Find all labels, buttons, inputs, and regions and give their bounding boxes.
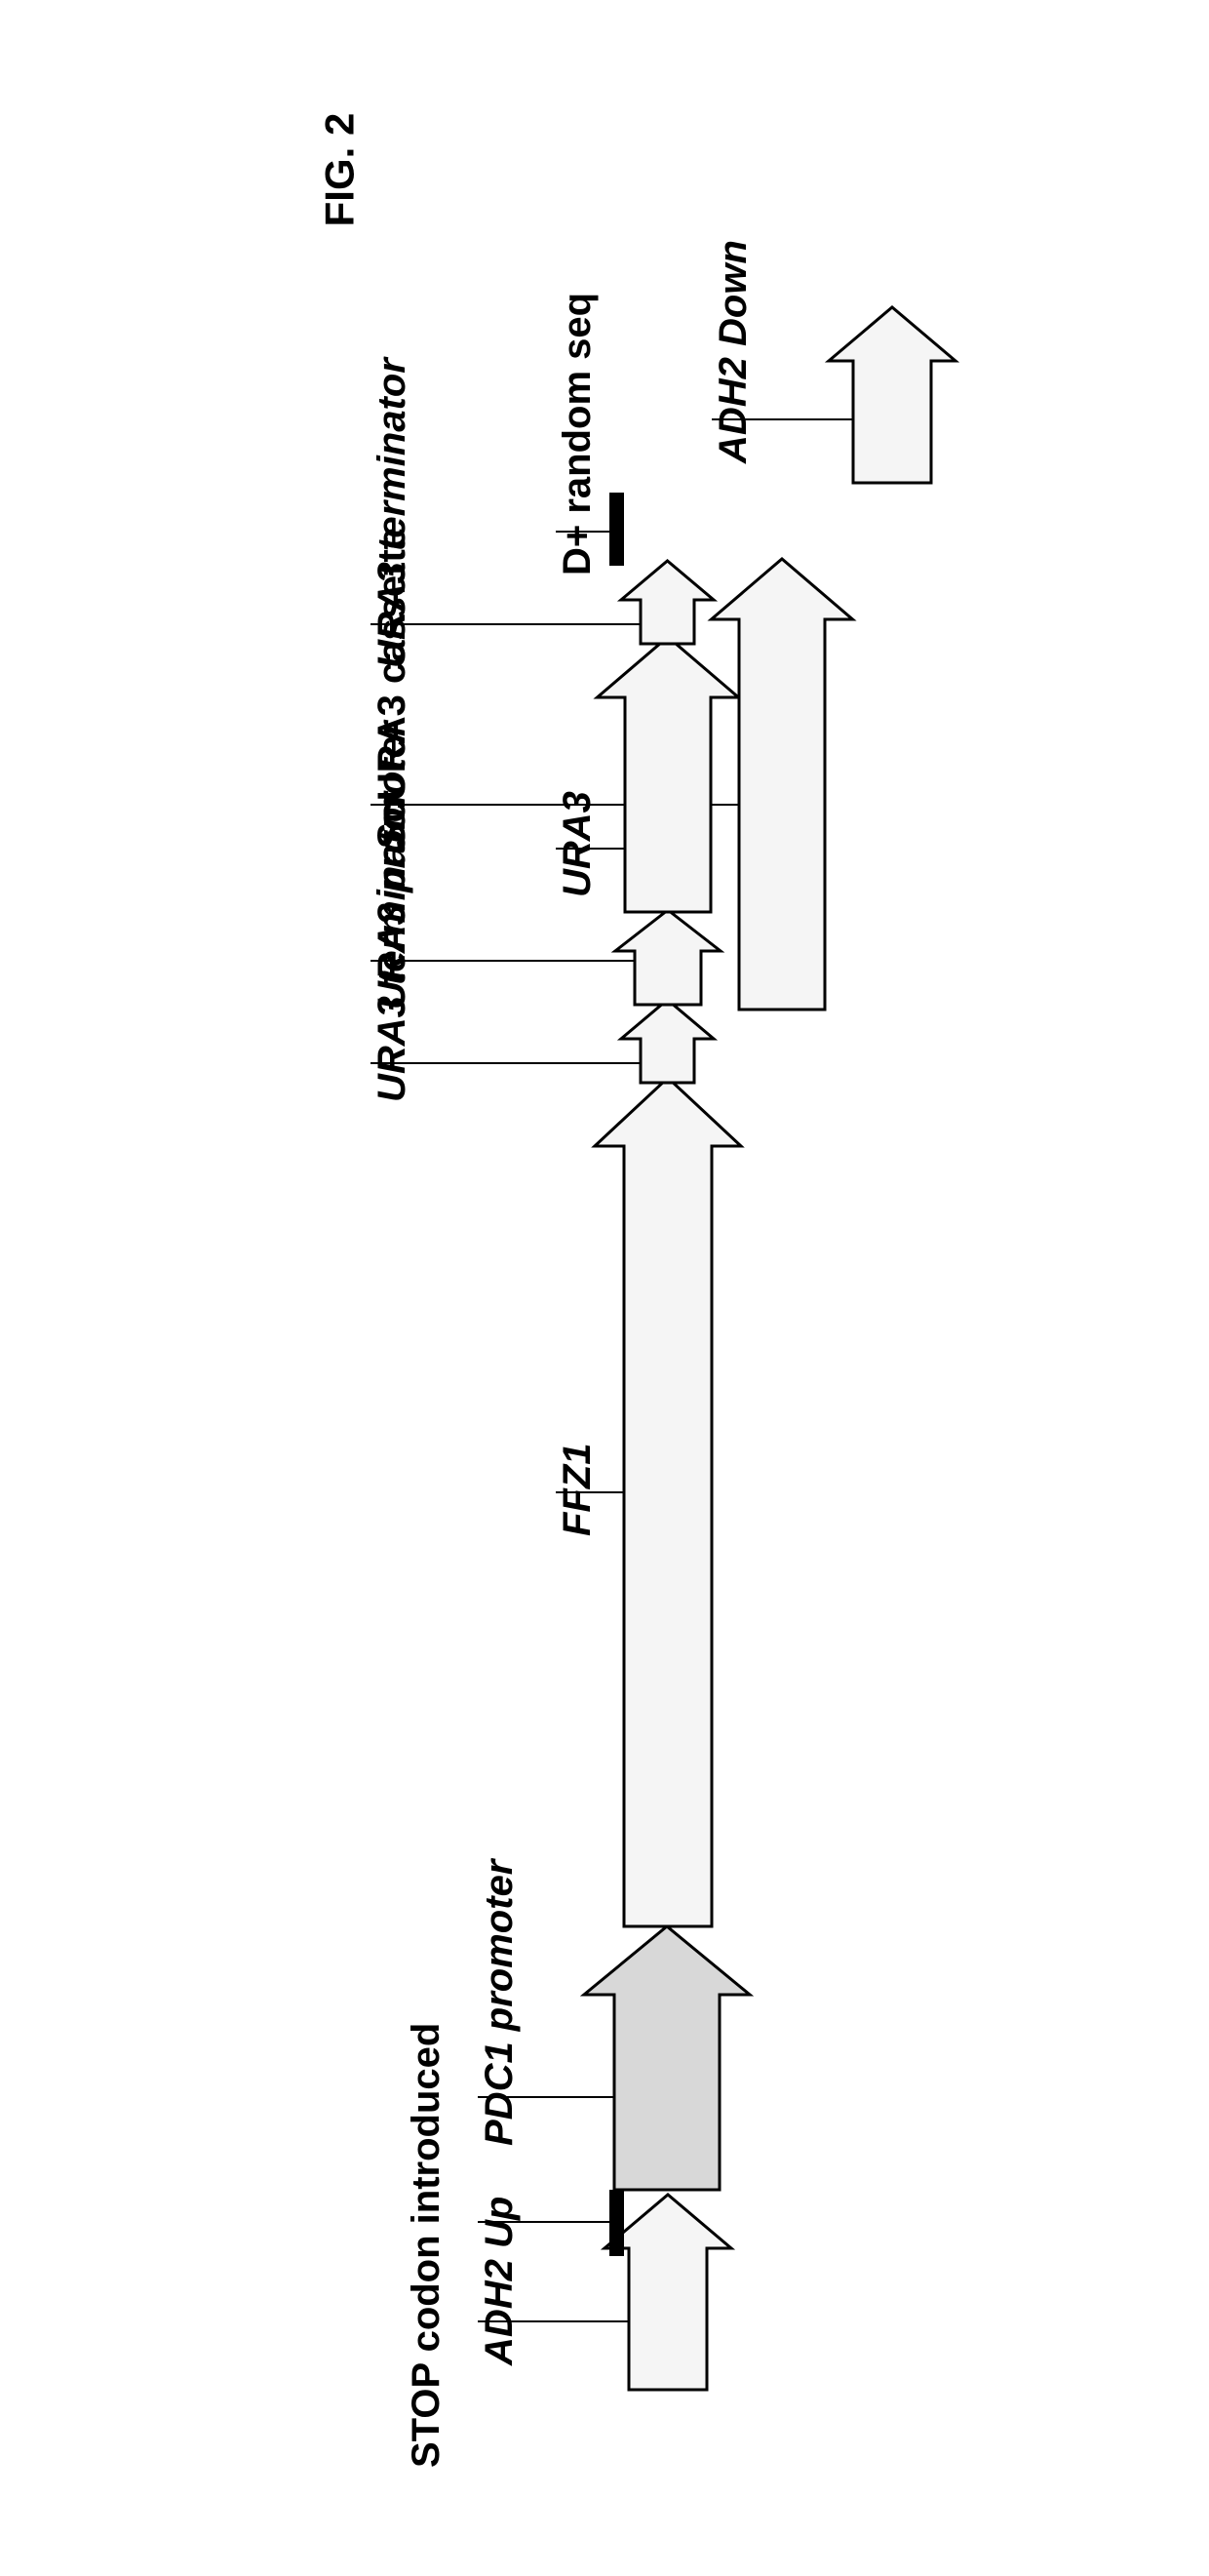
- pdc1-promoter-arrow: [584, 1926, 750, 2190]
- d-random-bar: [609, 493, 624, 566]
- ura3-term-left-arrow: [621, 1000, 714, 1083]
- ura3-promoter-arrow: [615, 910, 721, 1005]
- stop-codon-bar: [609, 2190, 624, 2256]
- ura3-arrow: [598, 637, 739, 912]
- diagram-svg: [0, 0, 1209, 2576]
- ffz1-arrow: [595, 1078, 741, 1926]
- scura3-cassette-arrow: [712, 559, 853, 1010]
- ura3-term-right-arrow: [621, 561, 714, 644]
- adh2-down-arrow: [829, 307, 956, 483]
- arrows-group: [584, 307, 956, 2390]
